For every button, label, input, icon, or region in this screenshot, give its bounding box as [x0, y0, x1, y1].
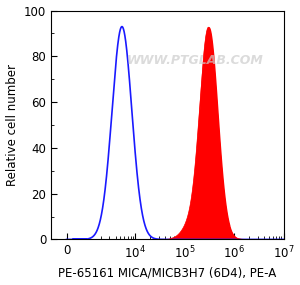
Text: WWW.PTGLAB.COM: WWW.PTGLAB.COM: [127, 54, 264, 68]
X-axis label: PE-65161 MICA/MICB3H7 (6D4), PE-A: PE-65161 MICA/MICB3H7 (6D4), PE-A: [58, 266, 277, 280]
Y-axis label: Relative cell number: Relative cell number: [6, 64, 19, 186]
